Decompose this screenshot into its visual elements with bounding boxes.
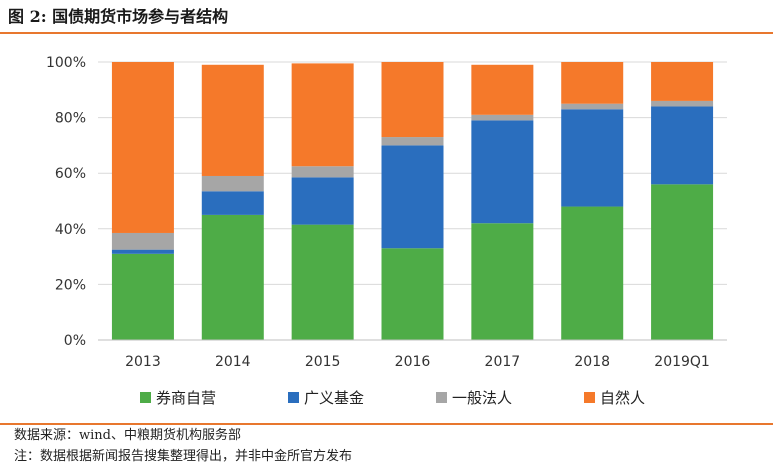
bar-segment [651,100,714,107]
y-tick-label: 0% [64,333,86,349]
bar-segment [201,64,264,176]
figure-title: 图 2: 国债期货市场参与者结构 [8,7,229,26]
x-tick-label: 2014 [215,354,251,370]
bar-segment [291,166,354,178]
legend-swatch [584,392,595,403]
notes-divider [0,423,773,425]
legend-label: 自然人 [600,389,645,407]
bar-segment [201,175,264,192]
bar-segment [561,103,624,110]
legend-swatch [288,392,299,403]
x-tick-label: 2019Q1 [654,354,710,370]
x-tick-label: 2016 [395,354,431,370]
bar-segment [471,120,534,224]
y-tick-label: 40% [55,222,86,238]
bar-segment [201,214,264,340]
x-tick-label: 2018 [574,354,610,370]
y-tick-label: 80% [55,111,86,127]
legend-swatch [140,392,151,403]
bar-segment [651,106,714,185]
bar-segment [561,109,624,207]
title-divider [0,32,773,34]
bar-segment [381,62,444,138]
bar-segment [381,248,444,340]
bar-segment [111,62,174,233]
bar-segment [291,63,354,167]
bar-segment [291,224,354,340]
remark-note: 注：数据根据新闻报告搜集整理得出，并非中金所官方发布 [14,449,353,464]
bar-segment [291,177,354,225]
x-tick-label: 2015 [305,354,341,370]
bar-segment [561,206,624,340]
legend-label: 广义基金 [304,389,364,407]
bar-segment [381,137,444,146]
bar-segment [111,249,174,254]
x-tick-label: 2017 [485,354,521,370]
bar-segment [471,114,534,121]
bar-segment [471,223,534,340]
bar-segment [651,62,714,101]
bar-segment [111,253,174,340]
bar-segment [651,184,714,340]
y-tick-label: 60% [55,166,86,182]
bar-segment [381,145,444,249]
bar-segment [111,232,174,250]
bar-segment [201,191,264,215]
legend-label: 券商自营 [156,389,216,407]
source-note: 数据来源：wind、中粮期货机构服务部 [14,428,241,443]
legend-label: 一般法人 [452,389,512,407]
bar-segment [561,62,624,104]
y-tick-label: 100% [46,55,86,71]
stacked-bar-chart: 0% 20% 40% 60% 80% 100% 2013 2014 2015 2016 2017 20… [46,55,727,407]
bar-segment [471,64,534,115]
legend-swatch [436,392,447,403]
y-tick-label: 20% [55,277,86,293]
x-tick-label: 2013 [125,354,161,370]
